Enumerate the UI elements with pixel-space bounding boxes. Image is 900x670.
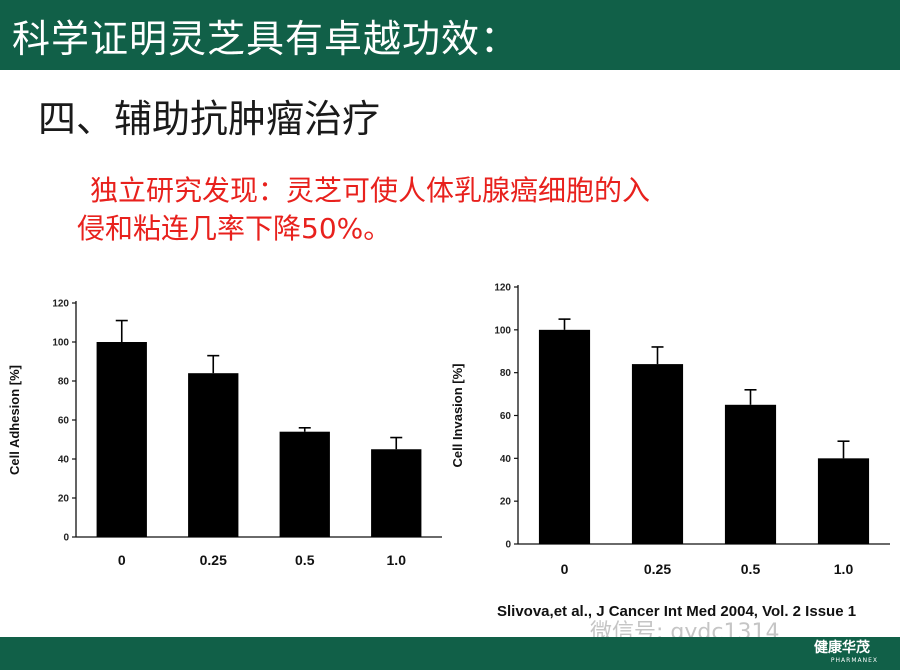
y-tick-label: 60 bbox=[58, 416, 70, 427]
y-axis-title: Cell Adhesion [%] bbox=[7, 365, 22, 475]
footer-bar bbox=[0, 637, 900, 670]
bar bbox=[371, 449, 422, 537]
bar bbox=[724, 404, 777, 544]
x-category-label: 0 bbox=[561, 561, 569, 577]
y-tick-label: 120 bbox=[494, 283, 511, 294]
y-tick-label: 120 bbox=[52, 299, 69, 310]
finding-line-1: 独立研究发现：灵芝可使人体乳腺癌细胞的入 bbox=[90, 174, 651, 207]
y-tick-label: 0 bbox=[505, 540, 511, 551]
chart-cell-adhesion: Cell Adhesion [%] 0 20 40 60 80 100 120 0 0.25 0.… bbox=[7, 299, 442, 568]
bar bbox=[96, 342, 147, 537]
finding-text: 独立研究发现：灵芝可使人体乳腺癌细胞的入 侵和粘连几率下降50%。 bbox=[77, 172, 651, 248]
y-tick-label: 60 bbox=[500, 411, 512, 422]
y-tick-label: 20 bbox=[58, 494, 70, 505]
bar bbox=[279, 431, 330, 537]
y-tick-label: 40 bbox=[58, 455, 70, 466]
x-category-label: 0.25 bbox=[644, 561, 671, 577]
section-title: 四、辅助抗肿瘤治疗 bbox=[38, 97, 381, 141]
footer-brand-sub: PHARMANEX bbox=[830, 657, 878, 664]
x-category-label: 0.25 bbox=[200, 552, 227, 568]
y-tick-label: 40 bbox=[500, 454, 512, 465]
chart-cell-invasion: Cell Invasion [%] 0 20 40 60 80 100 120 0 0.25 0.… bbox=[450, 283, 890, 577]
footer-brand: 健康华茂 bbox=[814, 640, 870, 656]
slide-title: 科学证明灵芝具有卓越功效： bbox=[12, 17, 520, 61]
x-category-label: 0.5 bbox=[741, 561, 761, 577]
bar bbox=[188, 373, 239, 537]
y-tick-label: 80 bbox=[58, 377, 70, 388]
x-category-label: 1.0 bbox=[387, 552, 407, 568]
bar bbox=[631, 364, 684, 544]
x-category-label: 0 bbox=[118, 552, 126, 568]
bar bbox=[538, 329, 591, 544]
x-category-label: 0.5 bbox=[295, 552, 315, 568]
x-category-label: 1.0 bbox=[834, 561, 854, 577]
y-tick-label: 20 bbox=[500, 497, 512, 508]
bar bbox=[817, 458, 870, 544]
y-axis-title: Cell Invasion [%] bbox=[450, 363, 465, 467]
y-tick-label: 80 bbox=[500, 368, 512, 379]
y-tick-label: 0 bbox=[63, 533, 69, 544]
y-tick-label: 100 bbox=[494, 325, 511, 336]
finding-line-2: 侵和粘连几率下降50%。 bbox=[77, 212, 392, 245]
y-tick-label: 100 bbox=[52, 338, 69, 349]
header-bar bbox=[0, 0, 900, 70]
citation: Slivova,et al., J Cancer Int Med 2004, V… bbox=[497, 603, 857, 620]
